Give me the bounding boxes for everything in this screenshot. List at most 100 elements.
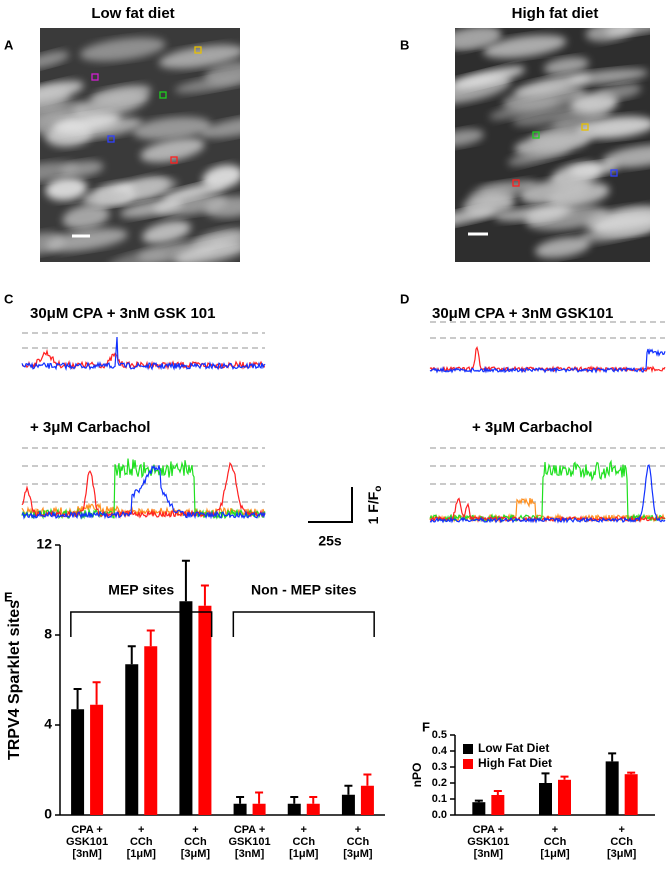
- cell: [531, 123, 598, 148]
- bar: [360, 785, 374, 815]
- cell: [40, 161, 79, 183]
- trace: [21, 348, 266, 371]
- cell: [602, 144, 650, 168]
- trace-label: 30μM CPA + 3nM GSK 101: [30, 305, 216, 322]
- x-tick-label: CPA +: [234, 824, 265, 836]
- panel-letter: E: [4, 589, 13, 604]
- trace-label: + 3μM Carbachol: [30, 419, 150, 436]
- cell: [455, 129, 485, 147]
- cell: [596, 83, 642, 101]
- cell: [204, 61, 240, 85]
- x-tick-label: [3μM]: [607, 848, 637, 860]
- bar: [233, 803, 247, 815]
- x-tick-label: +: [192, 824, 198, 836]
- cell: [62, 204, 110, 230]
- x-tick-label: CCh: [184, 836, 207, 848]
- x-tick-label: [1μM]: [289, 848, 319, 860]
- scale-amplitude-main: 1 F/F: [365, 491, 381, 524]
- roi-marker: [581, 123, 589, 131]
- roi-marker: [159, 91, 167, 99]
- micrograph: [40, 28, 240, 262]
- cell: [483, 34, 567, 59]
- x-tick-label: [3nM]: [235, 848, 265, 860]
- bar: [472, 802, 486, 815]
- y-tick-label: 0.1: [432, 793, 447, 805]
- bar: [539, 783, 552, 815]
- error-bar: [255, 791, 264, 804]
- y-tick-label: 0.4: [432, 745, 448, 757]
- trace: [429, 459, 666, 523]
- cell: [585, 28, 636, 42]
- cell: [60, 160, 104, 178]
- cell: [200, 115, 240, 138]
- trace: [429, 497, 666, 524]
- bar: [179, 601, 193, 815]
- legend-swatch: [463, 744, 473, 754]
- cell: [526, 205, 609, 231]
- legend-label: High Fat Diet: [478, 756, 552, 770]
- trace: [429, 464, 666, 524]
- bar: [90, 704, 104, 815]
- error-bar: [627, 771, 636, 775]
- error-bar: [290, 796, 299, 804]
- x-tick-label: CCh: [610, 836, 633, 848]
- cell: [40, 51, 70, 69]
- bracket: [70, 611, 213, 637]
- cell: [71, 90, 149, 120]
- bracket: [232, 611, 375, 637]
- bar: [252, 803, 266, 815]
- cell: [158, 44, 240, 69]
- roi-marker: [532, 131, 540, 139]
- error-bar: [541, 772, 550, 783]
- bar: [558, 779, 571, 815]
- roi-marker: [170, 156, 178, 164]
- error-bar: [146, 629, 155, 647]
- cell: [569, 162, 618, 177]
- panel-title: High fat diet: [512, 5, 599, 22]
- cell: [455, 28, 502, 49]
- y-axis-label: nPO: [410, 763, 424, 788]
- bar: [71, 709, 85, 815]
- bar: [624, 774, 638, 815]
- error-bar: [363, 773, 372, 786]
- x-tick-label: GSK101: [467, 836, 509, 848]
- x-tick-label: GSK101: [66, 836, 108, 848]
- cell: [534, 237, 591, 259]
- x-tick-label: +: [138, 824, 144, 836]
- y-tick-label: 4: [44, 716, 52, 732]
- scale-time: 25s: [318, 533, 342, 549]
- error-bar: [493, 790, 502, 795]
- bar: [306, 803, 320, 815]
- trace: [21, 465, 266, 520]
- error-bar: [181, 559, 190, 602]
- y-tick-label: 8: [44, 626, 52, 642]
- cell: [119, 199, 184, 218]
- x-tick-label: [1μM]: [127, 848, 157, 860]
- bar: [125, 664, 139, 815]
- x-tick-label: CCh: [347, 836, 370, 848]
- cell: [106, 249, 166, 262]
- scale-amplitude: 1 F/Fo: [365, 486, 384, 525]
- cell: [162, 182, 226, 202]
- x-tick-label: CPA +: [71, 824, 102, 836]
- roi-marker: [512, 179, 520, 187]
- bracket-label: Non - MEP sites: [251, 582, 357, 598]
- x-tick-label: +: [301, 824, 307, 836]
- x-tick-label: [3μM]: [181, 848, 211, 860]
- trace: [429, 345, 666, 374]
- roi-marker: [107, 135, 115, 143]
- bar: [491, 795, 505, 815]
- cell: [40, 86, 70, 110]
- error-bar: [127, 645, 136, 665]
- x-tick-label: [3nM]: [72, 848, 102, 860]
- bar: [144, 646, 158, 815]
- panel-letter: D: [400, 291, 409, 306]
- panel-letter: F: [422, 719, 430, 734]
- y-tick-label: 12: [36, 536, 52, 552]
- cell: [127, 178, 179, 196]
- cell: [45, 177, 87, 201]
- cell: [512, 105, 584, 127]
- y-tick-label: 0.2: [432, 777, 447, 789]
- cell: [543, 57, 590, 75]
